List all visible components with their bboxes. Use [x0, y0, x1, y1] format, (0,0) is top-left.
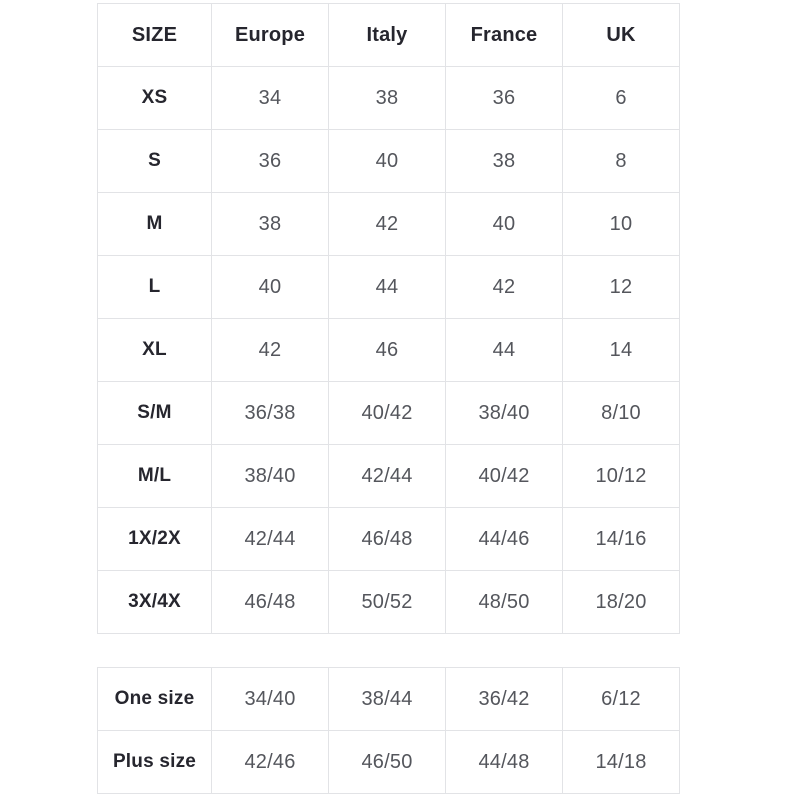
- column-header-italy: Italy: [328, 3, 446, 67]
- table-row: 3X/4X 46/48 50/52 48/50 18/20: [97, 570, 680, 634]
- header-row: SIZE Europe Italy France UK: [97, 3, 680, 67]
- size-label-cell: L: [97, 255, 212, 319]
- value-cell: 14/18: [562, 730, 680, 794]
- value-cell: 12: [562, 255, 680, 319]
- value-cell: 36/38: [211, 381, 329, 445]
- value-cell: 46/48: [328, 507, 446, 571]
- table-row: Plus size 42/46 46/50 44/48 14/18: [97, 730, 680, 794]
- table-row: One size 34/40 38/44 36/42 6/12: [97, 667, 680, 731]
- column-header-uk: UK: [562, 3, 680, 67]
- value-cell: 34: [211, 66, 329, 130]
- value-cell: 6/12: [562, 667, 680, 731]
- size-label-cell: 3X/4X: [97, 570, 212, 634]
- size-label-cell: M/L: [97, 444, 212, 508]
- value-cell: 42/44: [211, 507, 329, 571]
- value-cell: 46/48: [211, 570, 329, 634]
- column-header-france: France: [445, 3, 563, 67]
- value-cell: 42: [445, 255, 563, 319]
- value-cell: 38: [211, 192, 329, 256]
- value-cell: 38: [328, 66, 446, 130]
- size-label-cell: S: [97, 129, 212, 193]
- table-row: XS 34 38 36 6: [97, 66, 680, 130]
- column-header-size: SIZE: [97, 3, 212, 67]
- value-cell: 44/46: [445, 507, 563, 571]
- value-cell: 48/50: [445, 570, 563, 634]
- value-cell: 40/42: [328, 381, 446, 445]
- size-label-cell: One size: [97, 667, 212, 731]
- size-label-cell: S/M: [97, 381, 212, 445]
- value-cell: 36: [211, 129, 329, 193]
- size-label-cell: XS: [97, 66, 212, 130]
- size-label-cell: Plus size: [97, 730, 212, 794]
- value-cell: 44: [445, 318, 563, 382]
- value-cell: 44: [328, 255, 446, 319]
- value-cell: 42: [328, 192, 446, 256]
- value-cell: 40: [328, 129, 446, 193]
- special-sizes-table: One size 34/40 38/44 36/42 6/12 Plus size 42/4…: [97, 667, 680, 794]
- column-header-europe: Europe: [211, 3, 329, 67]
- table-row: 1X/2X 42/44 46/48 44/46 14/16: [97, 507, 680, 571]
- table-row: S/M 36/38 40/42 38/40 8/10: [97, 381, 680, 445]
- value-cell: 14: [562, 318, 680, 382]
- value-cell: 40: [211, 255, 329, 319]
- value-cell: 8/10: [562, 381, 680, 445]
- value-cell: 46: [328, 318, 446, 382]
- value-cell: 38/44: [328, 667, 446, 731]
- value-cell: 14/16: [562, 507, 680, 571]
- value-cell: 42/44: [328, 444, 446, 508]
- table-row: M 38 42 40 10: [97, 192, 680, 256]
- size-label-cell: XL: [97, 318, 212, 382]
- table-row: S 36 40 38 8: [97, 129, 680, 193]
- value-cell: 42/46: [211, 730, 329, 794]
- table-row: L 40 44 42 12: [97, 255, 680, 319]
- size-table-body: XS 34 38 36 6 S 36 40 38 8 M 38 42 40 10 L 40 44 42 12 XL 42 4…: [97, 66, 680, 634]
- value-cell: 36/42: [445, 667, 563, 731]
- value-cell: 40: [445, 192, 563, 256]
- value-cell: 10/12: [562, 444, 680, 508]
- special-table-body: One size 34/40 38/44 36/42 6/12 Plus size 42/4…: [97, 667, 680, 794]
- value-cell: 34/40: [211, 667, 329, 731]
- value-cell: 6: [562, 66, 680, 130]
- size-conversion-table: SIZE Europe Italy France UK XS 34 38 36 6 S 36…: [97, 3, 680, 634]
- value-cell: 18/20: [562, 570, 680, 634]
- value-cell: 38/40: [445, 381, 563, 445]
- value-cell: 10: [562, 192, 680, 256]
- table-row: XL 42 46 44 14: [97, 318, 680, 382]
- value-cell: 42: [211, 318, 329, 382]
- value-cell: 50/52: [328, 570, 446, 634]
- value-cell: 38/40: [211, 444, 329, 508]
- value-cell: 8: [562, 129, 680, 193]
- value-cell: 36: [445, 66, 563, 130]
- value-cell: 38: [445, 129, 563, 193]
- value-cell: 46/50: [328, 730, 446, 794]
- table-row: M/L 38/40 42/44 40/42 10/12: [97, 444, 680, 508]
- value-cell: 40/42: [445, 444, 563, 508]
- size-table-header: SIZE Europe Italy France UK: [97, 3, 680, 67]
- value-cell: 44/48: [445, 730, 563, 794]
- size-label-cell: M: [97, 192, 212, 256]
- size-label-cell: 1X/2X: [97, 507, 212, 571]
